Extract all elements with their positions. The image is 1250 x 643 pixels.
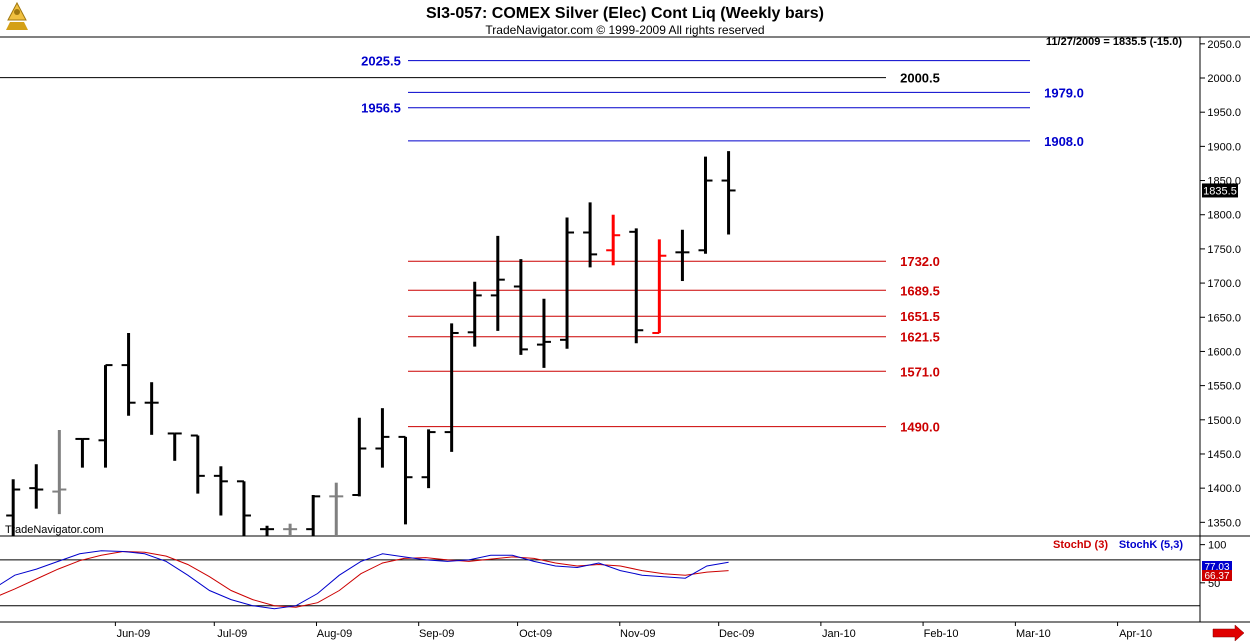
x-tick-label: Apr-10 bbox=[1119, 628, 1152, 640]
watermark: TradeNavigator.com bbox=[5, 524, 104, 536]
y-tick-label: 1600.0 bbox=[1207, 346, 1241, 358]
stochd-line bbox=[0, 550, 729, 608]
level-label: 1651.5 bbox=[900, 309, 940, 324]
x-tick-label: Sep-09 bbox=[419, 628, 454, 640]
last-price-box bbox=[1202, 183, 1238, 198]
level-label: 1490.0 bbox=[900, 420, 940, 435]
stoch-last-k: 77.03 bbox=[1204, 562, 1229, 573]
level-label: 1979.0 bbox=[1044, 85, 1084, 100]
stoch-lines bbox=[0, 550, 729, 610]
level-label: 1689.5 bbox=[900, 283, 940, 298]
x-tick-label: Mar-10 bbox=[1016, 628, 1051, 640]
arrow-right-icon[interactable] bbox=[1212, 624, 1245, 642]
x-tick-label: Nov-09 bbox=[620, 628, 655, 640]
support-resistance-levels: 2025.5 2000.5 1979.0 1956.5 1908.0 1732.0 1689… bbox=[0, 54, 1084, 435]
header: SI3-057: COMEX Silver (Elec) Cont Liq (W… bbox=[0, 0, 824, 37]
y-tick-label: 1750.0 bbox=[1207, 244, 1241, 256]
stoch-tick-label: 100 bbox=[1208, 540, 1226, 552]
y-tick-label: 1650.0 bbox=[1207, 312, 1241, 324]
y-tick-label: 1400.0 bbox=[1207, 483, 1241, 495]
level-label: 1571.0 bbox=[900, 364, 940, 379]
x-tick-label: Aug-09 bbox=[317, 628, 352, 640]
y-tick-label: 1550.0 bbox=[1207, 381, 1241, 393]
x-tick-label: Feb-10 bbox=[924, 628, 959, 640]
stoch-last-d: 66.37 bbox=[1204, 571, 1229, 582]
level-label: 2000.5 bbox=[900, 71, 940, 86]
stoch-last-values: 77.03 66.37 bbox=[1202, 561, 1232, 582]
legend-stochd: StochD (3) bbox=[1053, 539, 1108, 551]
x-axis-ticks: Jun-09 Jul-09 Aug-09 Sep-09 Oct-09 Nov-09 Dec-… bbox=[114, 622, 1152, 640]
stoch-last-k-box bbox=[1202, 561, 1232, 572]
level-label: 1732.0 bbox=[900, 254, 940, 269]
scroll-right-button[interactable] bbox=[1212, 624, 1245, 642]
level-label: 1621.5 bbox=[900, 330, 940, 345]
stoch-last-d-box bbox=[1202, 570, 1232, 581]
y-tick-label: 1950.0 bbox=[1207, 107, 1241, 119]
level-label: 1956.5 bbox=[361, 101, 401, 116]
chart-title: SI3-057: COMEX Silver (Elec) Cont Liq (W… bbox=[426, 5, 824, 22]
y-tick-label: 2000.0 bbox=[1207, 73, 1241, 85]
stochk-line bbox=[0, 550, 729, 610]
level-label: 1908.0 bbox=[1044, 134, 1084, 149]
last-price-label: 1835.5 bbox=[1203, 185, 1237, 197]
x-tick-label: Oct-09 bbox=[519, 628, 552, 640]
y-axis-ticks: 1350.0 1400.0 1450.0 1500.0 1550.0 1600.0 1650… bbox=[1200, 39, 1241, 529]
legend-stochk: StochK (5,3) bbox=[1119, 539, 1184, 551]
ohlc-bars bbox=[6, 151, 736, 536]
y-tick-label: 1500.0 bbox=[1207, 415, 1241, 427]
y-tick-label: 1700.0 bbox=[1207, 278, 1241, 290]
x-tick-label: Jul-09 bbox=[217, 628, 247, 640]
last-price-marker: 1835.5 bbox=[1202, 183, 1238, 198]
y-tick-label: 1900.0 bbox=[1207, 141, 1241, 153]
x-tick-label: Jan-10 bbox=[822, 628, 856, 640]
price-panel: 11/27/2009 = 1835.5 (-15.0) 1350.0 1400.0… bbox=[0, 36, 1250, 623]
y-tick-label: 2050.0 bbox=[1207, 39, 1241, 51]
x-tick-label: Dec-09 bbox=[719, 628, 754, 640]
level-label: 2025.5 bbox=[361, 54, 401, 69]
last-info-label: 11/27/2009 = 1835.5 (-15.0) bbox=[1046, 36, 1182, 48]
stoch-reference-lines bbox=[0, 559, 1200, 607]
y-tick-label: 1350.0 bbox=[1207, 517, 1241, 529]
x-tick-label: Jun-09 bbox=[117, 628, 151, 640]
logo-icon[interactable] bbox=[0, 0, 34, 36]
y-tick-label: 1450.0 bbox=[1207, 449, 1241, 461]
chart-subtitle: TradeNavigator.com © 1999-2009 All right… bbox=[485, 23, 764, 37]
y-tick-label: 1800.0 bbox=[1207, 210, 1241, 222]
